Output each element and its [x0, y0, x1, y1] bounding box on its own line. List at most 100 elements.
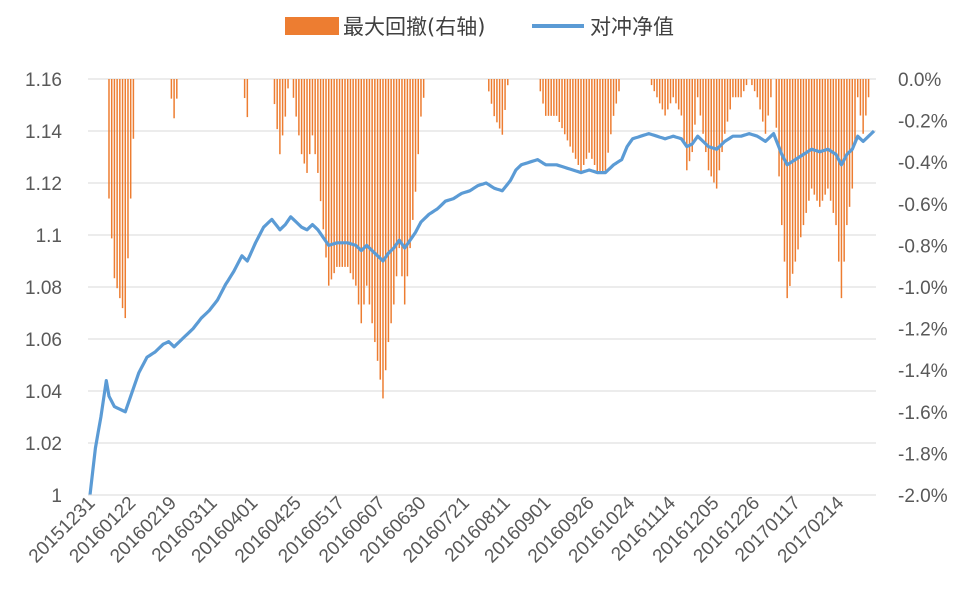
drawdown-bar [753, 79, 756, 92]
drawdown-bar [604, 79, 607, 172]
drawdown-bar [686, 79, 688, 171]
drawdown-bar [596, 79, 599, 172]
right-tick-label: -2.0% [898, 486, 948, 507]
drawdown-bar [488, 79, 490, 92]
drawdown-bar [325, 79, 327, 258]
legend-label-nav: 对冲净值 [590, 15, 674, 39]
drawdown-bar [561, 79, 563, 129]
drawdown-bar [336, 79, 338, 267]
drawdown-bar [615, 79, 618, 104]
drawdown-bar [110, 79, 113, 239]
drawdown-bars [108, 79, 870, 399]
drawdown-bar [574, 79, 577, 159]
drawdown-bar [412, 79, 414, 220]
drawdown-bar [705, 79, 707, 153]
drawdown-bar [542, 79, 544, 104]
drawdown-bar [591, 79, 593, 159]
drawdown-bar [791, 79, 794, 274]
drawdown-bar [585, 79, 588, 159]
drawdown-bar [409, 79, 411, 249]
drawdown-bar [384, 79, 387, 371]
drawdown-bar [422, 79, 425, 98]
drawdown-bar [718, 79, 721, 171]
drawdown-bar [683, 79, 685, 143]
drawdown-bar [778, 79, 780, 177]
drawdown-bar [374, 79, 376, 343]
drawdown-bar [298, 79, 300, 136]
drawdown-bar [710, 79, 712, 177]
drawdown-bar [601, 79, 604, 172]
drawdown-bar [767, 79, 769, 116]
gridlines [88, 78, 876, 496]
drawdown-bar [835, 79, 837, 226]
drawdown-bar [688, 79, 691, 162]
drawdown-bar [414, 79, 417, 192]
drawdown-bar [390, 79, 392, 324]
drawdown-bar [555, 79, 558, 116]
drawdown-bar [588, 79, 590, 153]
drawdown-bar [496, 79, 498, 123]
left-tick-label: 1.1 [36, 226, 62, 247]
legend-swatch-drawdown [285, 17, 339, 35]
drawdown-bar [295, 79, 297, 117]
drawdown-bar [800, 79, 802, 238]
drawdown-bar [566, 79, 569, 141]
drawdown-bar [170, 79, 173, 99]
drawdown-bar [582, 79, 585, 165]
drawdown-bar [284, 79, 287, 117]
drawdown-bar [694, 79, 696, 125]
drawdown-bar [816, 79, 818, 201]
right-tick-label: -0.4% [898, 153, 948, 174]
drawdown-bar [764, 79, 767, 134]
drawdown-bar [612, 79, 615, 116]
drawdown-bar [721, 79, 723, 153]
drawdown-bar [805, 79, 807, 213]
drawdown-bar [368, 79, 371, 305]
drawdown-bar [664, 79, 666, 116]
drawdown-bar [341, 79, 344, 267]
drawdown-bar [802, 79, 805, 226]
drawdown-bar [360, 79, 363, 324]
drawdown-bar [854, 79, 856, 143]
drawdown-bar [797, 79, 799, 250]
drawdown-bar [243, 79, 246, 99]
drawdown-bar [317, 79, 319, 173]
drawdown-bar [379, 79, 382, 380]
drawdown-bar [173, 79, 175, 119]
drawdown-bar [545, 79, 547, 116]
drawdown-bar [127, 79, 129, 259]
drawdown-bar [786, 79, 788, 299]
drawdown-bar [303, 79, 306, 164]
drawdown-bar [395, 79, 398, 277]
drawdown-bar [398, 79, 401, 249]
drawdown-bar [829, 79, 832, 201]
drawdown-bar [837, 79, 840, 262]
left-tick-label: 1.08 [25, 278, 62, 299]
drawdown-bar [346, 79, 349, 267]
drawdown-bar [680, 79, 683, 116]
drawdown-bar [607, 79, 609, 153]
drawdown-bar [387, 79, 390, 343]
left-tick-label: 1.02 [25, 434, 62, 455]
drawdown-bar [129, 79, 132, 199]
drawdown-bar [314, 79, 316, 155]
drawdown-bar [119, 79, 121, 299]
drawdown-bar [108, 79, 110, 199]
drawdown-bar [832, 79, 835, 213]
drawdown-bar [862, 79, 864, 134]
drawdown-bar [715, 79, 718, 189]
drawdown-bar [490, 79, 493, 104]
drawdown-bar [352, 79, 354, 280]
drawdown-bar [273, 79, 276, 105]
drawdown-bar [504, 79, 506, 110]
drawdown-bar [737, 79, 740, 98]
drawdown-bar [653, 79, 656, 92]
drawdown-bar [507, 79, 509, 86]
drawdown-bar [121, 79, 124, 309]
drawdown-bar [276, 79, 278, 130]
drawdown-bar [124, 79, 127, 319]
drawdown-bar [382, 79, 384, 399]
drawdown-bar [569, 79, 571, 147]
drawdown-bar [699, 79, 702, 116]
